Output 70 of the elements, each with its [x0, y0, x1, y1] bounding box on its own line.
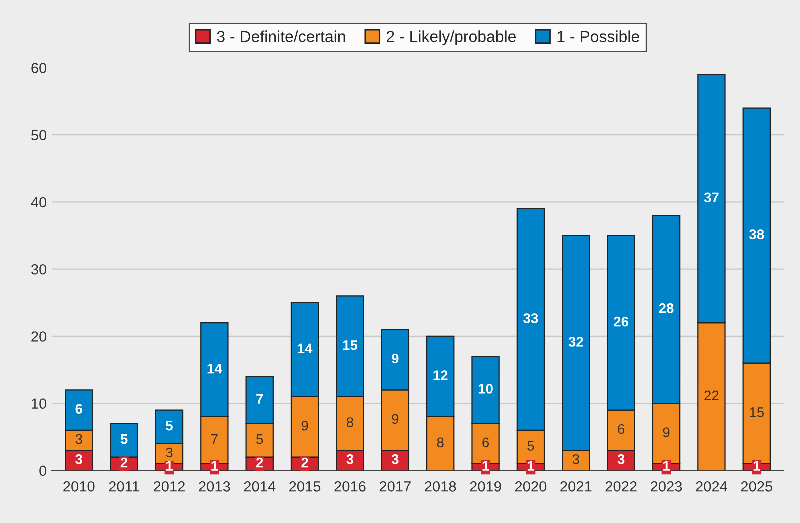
data-label: 28	[659, 304, 674, 314]
y-tick-label: 40	[31, 197, 47, 208]
data-label: 9	[663, 428, 670, 438]
x-tick-label: 2011	[109, 482, 140, 492]
data-label: 3	[618, 454, 625, 464]
x-tick-label: 2017	[380, 482, 411, 492]
legend-label: 1 - Possible	[558, 30, 640, 42]
x-tick-label: 2014	[244, 482, 276, 492]
data-label: 15	[750, 408, 764, 418]
data-label: 7	[256, 394, 264, 404]
data-label: 3	[76, 434, 82, 444]
data-label: 1	[528, 461, 534, 471]
data-label: 3	[346, 454, 354, 464]
data-label: 1	[664, 461, 670, 471]
y-tick-label: 50	[32, 130, 47, 141]
y-tick-label: 60	[32, 63, 47, 74]
data-label: 14	[298, 344, 313, 354]
data-label: 32	[568, 337, 584, 347]
x-tick-label: 2021	[560, 482, 592, 492]
x-tick-label: 2010	[64, 482, 95, 492]
x-tick-label: 2012	[154, 482, 185, 492]
legend-label: 2 - Likely/probable	[387, 30, 516, 46]
data-label: 1	[166, 461, 173, 471]
data-label: 3	[392, 454, 399, 464]
x-tick-label: 2022	[606, 482, 637, 492]
data-label: 9	[392, 354, 399, 364]
data-label: 5	[166, 421, 173, 431]
data-label: 9	[302, 420, 308, 431]
x-tick-label: 2018	[425, 482, 456, 492]
data-label: 37	[704, 192, 719, 203]
x-tick-label: 2019	[470, 482, 502, 492]
data-label: 6	[618, 424, 625, 434]
data-label: 2	[120, 458, 128, 468]
data-label: 6	[76, 404, 82, 414]
x-tick-label: 2024	[696, 482, 728, 492]
data-label: 5	[256, 434, 264, 444]
data-label: 38	[749, 230, 764, 240]
data-label: 1	[482, 461, 490, 471]
legend-label: 3 - Definite/certain	[217, 30, 346, 42]
data-label: 2	[256, 458, 264, 468]
data-label: 5	[528, 441, 534, 451]
data-label: 33	[524, 314, 538, 324]
data-label: 1	[212, 461, 218, 471]
data-label: 15	[343, 340, 358, 350]
x-tick-label: 2023	[651, 482, 682, 492]
y-tick-label: 30	[31, 264, 47, 275]
y-tick-label: 20	[32, 332, 47, 342]
data-label: 22	[704, 390, 719, 400]
data-label: 2	[302, 458, 308, 468]
data-label: 8	[437, 438, 444, 448]
data-label: 3	[76, 454, 82, 464]
data-label: 7	[212, 434, 218, 444]
data-label: 1	[754, 461, 760, 471]
y-tick-label: 0	[40, 466, 47, 476]
x-tick-label: 2020	[515, 482, 547, 492]
data-label: 9	[392, 414, 399, 424]
x-tick-label: 2013	[199, 482, 230, 492]
x-tick-label: 2015	[290, 482, 321, 492]
data-label: 8	[346, 418, 354, 428]
data-label: 3	[572, 454, 580, 464]
y-tick-label: 10	[32, 398, 47, 410]
x-tick-label: 2016	[334, 482, 366, 492]
data-label: 10	[478, 384, 493, 394]
data-label: 6	[482, 438, 490, 448]
data-label: 26	[614, 316, 629, 327]
x-tick-label: 2025	[741, 482, 772, 492]
data-label: 12	[434, 370, 448, 380]
data-label: 3	[166, 448, 173, 458]
data-label: 14	[208, 364, 222, 374]
data-label: 5	[120, 434, 128, 444]
